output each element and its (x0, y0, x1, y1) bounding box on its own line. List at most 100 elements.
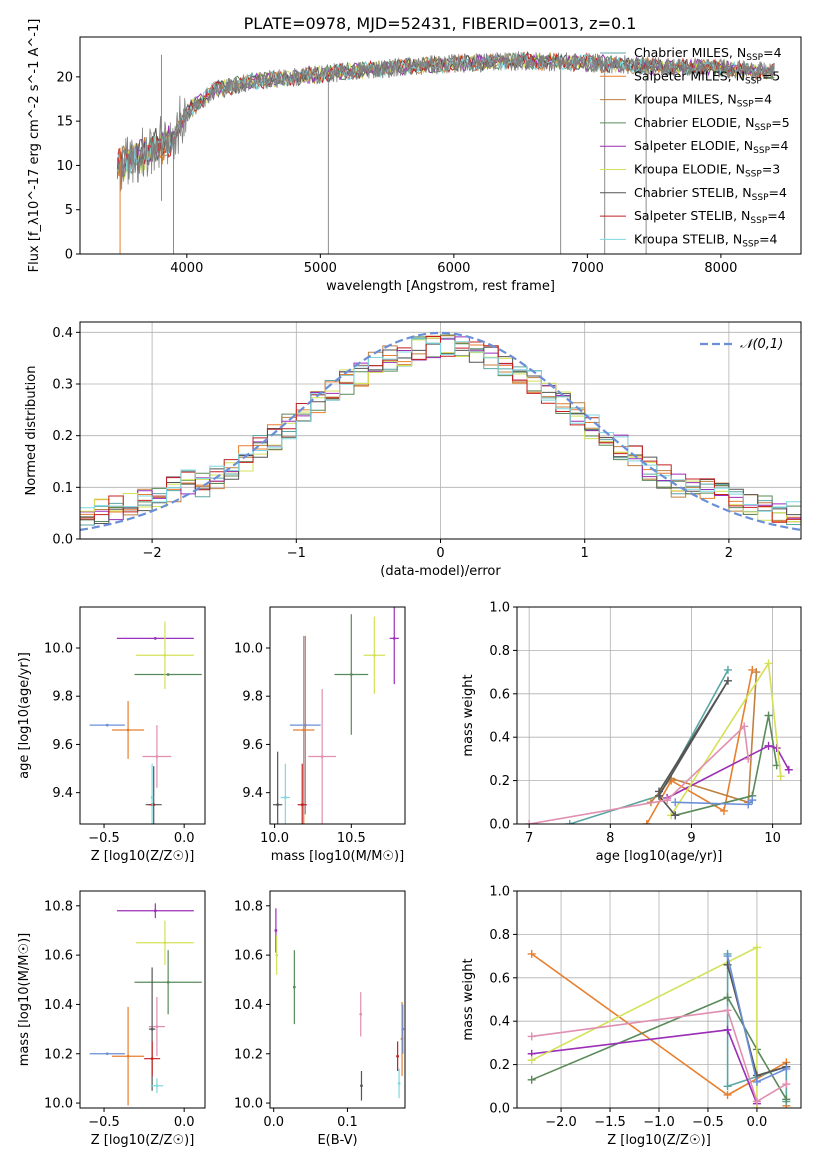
x-tick-label: 0.0 (263, 1115, 284, 1130)
x-tick-label: 0.0 (174, 1115, 195, 1130)
weight-marker (752, 943, 761, 952)
data-point (150, 1027, 154, 1031)
weight-marker (752, 668, 761, 677)
y-tick-label: 20 (56, 70, 73, 85)
plot-area-z-mass (89, 903, 202, 1106)
weight-marker (527, 1075, 536, 1084)
y-axis-label: mass weight (461, 674, 476, 756)
weight-marker (723, 1082, 732, 1091)
weight-marker (663, 796, 672, 805)
x-tick-label: −0.5 (692, 1115, 724, 1130)
weight-line-4 (531, 946, 758, 1108)
data-point (283, 796, 287, 799)
axes-age-massweight: 7 8 9 10 0.0 0.2 0.4 0.6 0.8 1.0 age [log10(age/yr… (461, 601, 802, 864)
weight-line-4 (666, 745, 790, 799)
weight-marker (776, 772, 785, 781)
y-tick-label: 10.0 (44, 641, 73, 656)
x-tick-label: 7000 (571, 261, 604, 276)
weight-marker (764, 741, 773, 750)
x-axis-label: Z [log10(Z/Z☉)] (91, 849, 195, 864)
y-tick-label: 9.4 (242, 786, 263, 801)
y-tick-label: 0.2 (489, 774, 510, 789)
x-tick-label: −0.5 (88, 1115, 120, 1130)
weight-marker (565, 820, 574, 824)
y-tick-label: 9.6 (52, 738, 73, 753)
y-tick-label: 5 (65, 203, 73, 218)
plot-area-mass-age (273, 607, 399, 824)
data-point (153, 636, 157, 640)
x-axis-label: age [log10(age/yr)] (596, 849, 723, 864)
axes-frame (269, 890, 406, 1109)
weight-marker (723, 993, 732, 1002)
x-tick-label: 10.5 (337, 831, 366, 846)
data-point (349, 673, 353, 676)
data-point (292, 985, 296, 989)
x-axis-label: Z [log10(Z/Z☉)] (91, 1133, 195, 1148)
y-tick-label: 10.8 (234, 899, 263, 914)
plot-area-residual-histogram (80, 331, 801, 539)
y-tick-label: 0.4 (489, 731, 510, 746)
plot-area-age-massweight (525, 659, 793, 824)
weight-marker (723, 952, 732, 961)
weight-marker (723, 1006, 732, 1015)
weight-marker (723, 1025, 732, 1034)
weight-marker (671, 798, 680, 807)
data-point (392, 636, 396, 640)
data-point (166, 980, 170, 984)
data-point (166, 673, 170, 676)
axes-frame (79, 36, 802, 255)
weight-marker (764, 659, 773, 668)
y-axis-label: mass weight (461, 958, 476, 1040)
axes-frame (79, 890, 206, 1109)
axes-residual-histogram: 𝒩(0,1) −2 −1 0 1 2 0.0 0.1 0.2 0.3 0.4 (data-model)… (24, 321, 802, 579)
y-tick-label: 9.6 (242, 738, 263, 753)
x-tick-label: 1 (581, 546, 589, 561)
axes-frame (269, 606, 406, 825)
plot-area-spectrum (116, 51, 775, 254)
weight-marker (782, 1095, 791, 1104)
data-point (126, 1054, 130, 1058)
weight-marker (642, 820, 651, 824)
x-tick-label: −1 (287, 546, 306, 561)
y-tick-label: 9.8 (242, 690, 263, 705)
x-tick-label: −0.5 (88, 831, 120, 846)
data-point (105, 1052, 109, 1056)
weight-line-0 (569, 669, 729, 824)
legend-entry: Kroupa ELODIE, NSSP=3 (634, 162, 780, 180)
x-axis-label: E(B-V) (317, 1133, 357, 1148)
legend-entry: 𝒩(0,1) (740, 337, 783, 352)
data-point (276, 803, 280, 807)
legend-entry: Chabrier STELIB, NSSP=4 (634, 185, 787, 203)
data-point (163, 653, 167, 657)
normal-curve (80, 331, 801, 531)
plot-area-z-age (89, 621, 202, 824)
y-tick-label: 0.6 (489, 687, 510, 702)
x-tick-label: −2 (143, 546, 162, 561)
data-point (153, 909, 157, 913)
legend-entry: Salpeter MILES, NSSP=5 (634, 68, 780, 86)
weight-marker (525, 820, 534, 824)
y-tick-label: 0.4 (52, 326, 73, 341)
x-axis-label: wavelength [Angstrom, rest frame] (326, 279, 555, 294)
y-tick-label: 0.2 (489, 1058, 510, 1073)
data-point (155, 1084, 159, 1088)
y-tick-label: 10 (56, 159, 73, 174)
y-tick-label: 0 (65, 248, 73, 263)
data-point (163, 941, 167, 945)
axes-spectrum: Chabrier MILES, NSSP=4 Salpeter MILES, NS… (27, 19, 802, 294)
weight-marker (527, 949, 536, 958)
x-tick-label: 5000 (304, 261, 337, 276)
weight-line-3 (675, 715, 778, 817)
legend-entry: Chabrier MILES, NSSP=4 (634, 45, 782, 63)
x-tick-label: 0.1 (337, 1115, 358, 1130)
data-point (303, 723, 307, 727)
weight-marker (723, 1090, 732, 1099)
legend-entry: Salpeter ELODIE, NSSP=4 (634, 138, 789, 156)
weight-marker (784, 765, 793, 774)
weight-marker (782, 1064, 791, 1073)
weight-marker (655, 791, 663, 800)
x-tick-label: 0.0 (747, 1115, 768, 1130)
legend-entry: Kroupa MILES, NSSP=4 (634, 92, 772, 110)
hist-series-8 (80, 338, 801, 539)
legend-entry: Salpeter STELIB, NSSP=4 (634, 208, 786, 226)
